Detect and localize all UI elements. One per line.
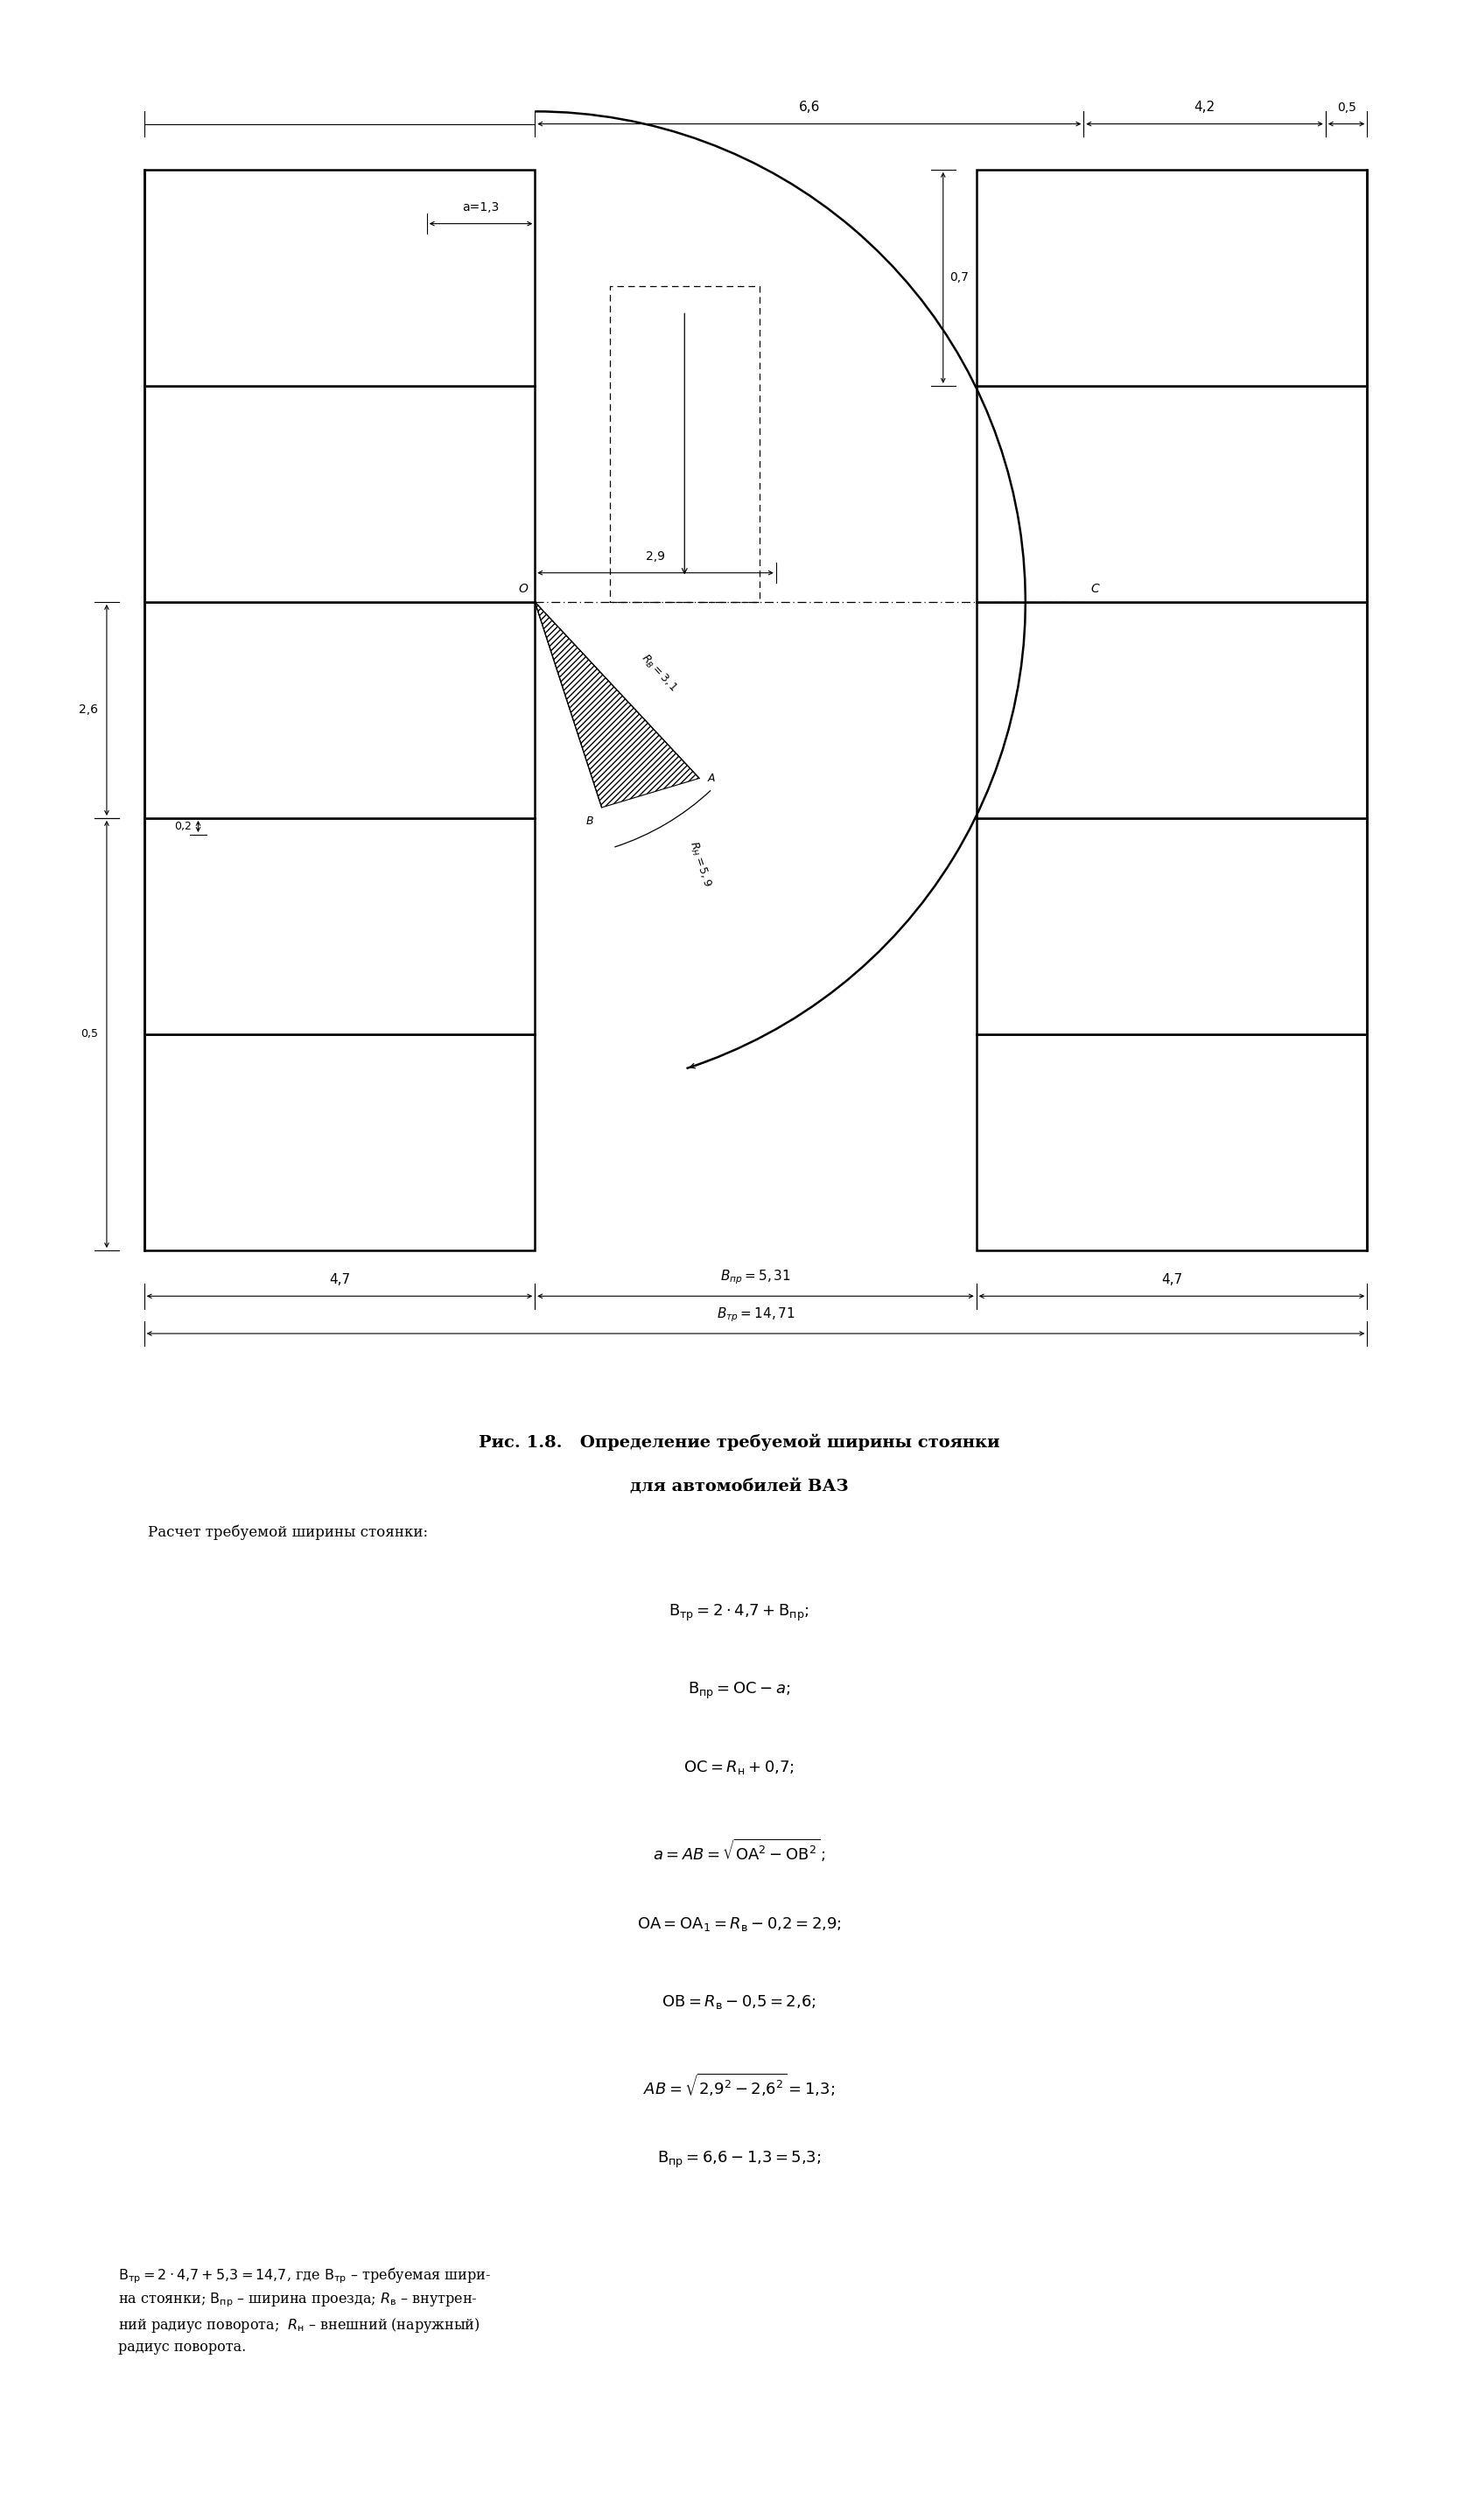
Text: $\mathrm{B_{пр}} = 6{,}6 - 1{,}3 = 5{,}3;$: $\mathrm{B_{пр}} = 6{,}6 - 1{,}3 = 5{,}3… xyxy=(658,2150,820,2170)
Text: 4,2: 4,2 xyxy=(1194,101,1215,113)
Text: 0,5: 0,5 xyxy=(81,1028,99,1041)
Text: 0,5: 0,5 xyxy=(1336,101,1355,113)
Bar xyxy=(145,602,535,819)
Bar xyxy=(977,169,1367,386)
Text: $\mathrm{OC} = R_{\mathrm{н}} + 0{,}7;$: $\mathrm{OC} = R_{\mathrm{н}} + 0{,}7;$ xyxy=(683,1759,795,1777)
Text: для автомобилей ВАЗ: для автомобилей ВАЗ xyxy=(630,1479,848,1494)
Text: 4,7: 4,7 xyxy=(1162,1273,1182,1285)
Text: a=1,3: a=1,3 xyxy=(463,202,500,214)
Text: Расчет требуемой ширины стоянки:: Расчет требуемой ширины стоянки: xyxy=(148,1525,429,1540)
Bar xyxy=(977,819,1367,1033)
Text: $AB = \sqrt{2{,}9^2 - 2{,}6^2} = 1{,}3;$: $AB = \sqrt{2{,}9^2 - 2{,}6^2} = 1{,}3;$ xyxy=(643,2071,835,2099)
Bar xyxy=(145,169,535,386)
Text: C: C xyxy=(1091,582,1098,595)
Text: $B_{пр}=5,31$: $B_{пр}=5,31$ xyxy=(720,1268,791,1285)
Text: 2,6: 2,6 xyxy=(80,703,99,716)
Text: $\mathrm{B_{пр}} = \mathrm{OC} - a;$: $\mathrm{B_{пр}} = \mathrm{OC} - a;$ xyxy=(687,1681,791,1701)
Text: $\mathrm{B_{тр}} = 2\cdot 4{,}7 + 5{,}3 = 14{,}7$, где $\mathrm{B_{тр}}$ – требу: $\mathrm{B_{тр}} = 2\cdot 4{,}7 + 5{,}3 … xyxy=(118,2265,491,2354)
Text: 0,7: 0,7 xyxy=(950,272,970,285)
Text: $\mathrm{OA} = \mathrm{OA}_1 = R_{\mathrm{в}} - 0{,}2 = 2{,}9;$: $\mathrm{OA} = \mathrm{OA}_1 = R_{\mathr… xyxy=(637,1915,841,1933)
Text: 2,9: 2,9 xyxy=(646,549,665,562)
Text: Рис. 1.8.   Определение требуемой ширины стоянки: Рис. 1.8. Определение требуемой ширины с… xyxy=(479,1434,999,1452)
Text: O: O xyxy=(519,582,528,595)
Polygon shape xyxy=(535,602,699,806)
Text: $a = AB = \sqrt{\mathrm{OA}^2 - \mathrm{OB}^2}\,;$: $a = AB = \sqrt{\mathrm{OA}^2 - \mathrm{… xyxy=(652,1837,826,1862)
Text: $R_B=3,1$: $R_B=3,1$ xyxy=(638,653,680,696)
Text: B: B xyxy=(585,816,593,827)
Bar xyxy=(977,386,1367,602)
Text: $R_H=5,9$: $R_H=5,9$ xyxy=(686,839,714,890)
Text: 6,6: 6,6 xyxy=(798,101,820,113)
Bar xyxy=(145,386,535,602)
Text: 4,7: 4,7 xyxy=(330,1273,350,1285)
Bar xyxy=(977,602,1367,819)
Text: 0,2: 0,2 xyxy=(174,822,192,832)
Text: A: A xyxy=(708,774,715,784)
Bar xyxy=(145,819,535,1033)
Text: $B_{тр}=14,71$: $B_{тр}=14,71$ xyxy=(717,1305,795,1323)
Text: $\mathrm{OB} = R_{\mathrm{в}} - 0{,}5 = 2{,}6;$: $\mathrm{OB} = R_{\mathrm{в}} - 0{,}5 = … xyxy=(662,1993,816,2011)
Bar xyxy=(977,1033,1367,1250)
Text: $\mathrm{B_{тр}} = 2\cdot 4{,}7 + \mathrm{B_{пр}};$: $\mathrm{B_{тр}} = 2\cdot 4{,}7 + \mathr… xyxy=(668,1603,810,1623)
Bar xyxy=(145,1033,535,1250)
